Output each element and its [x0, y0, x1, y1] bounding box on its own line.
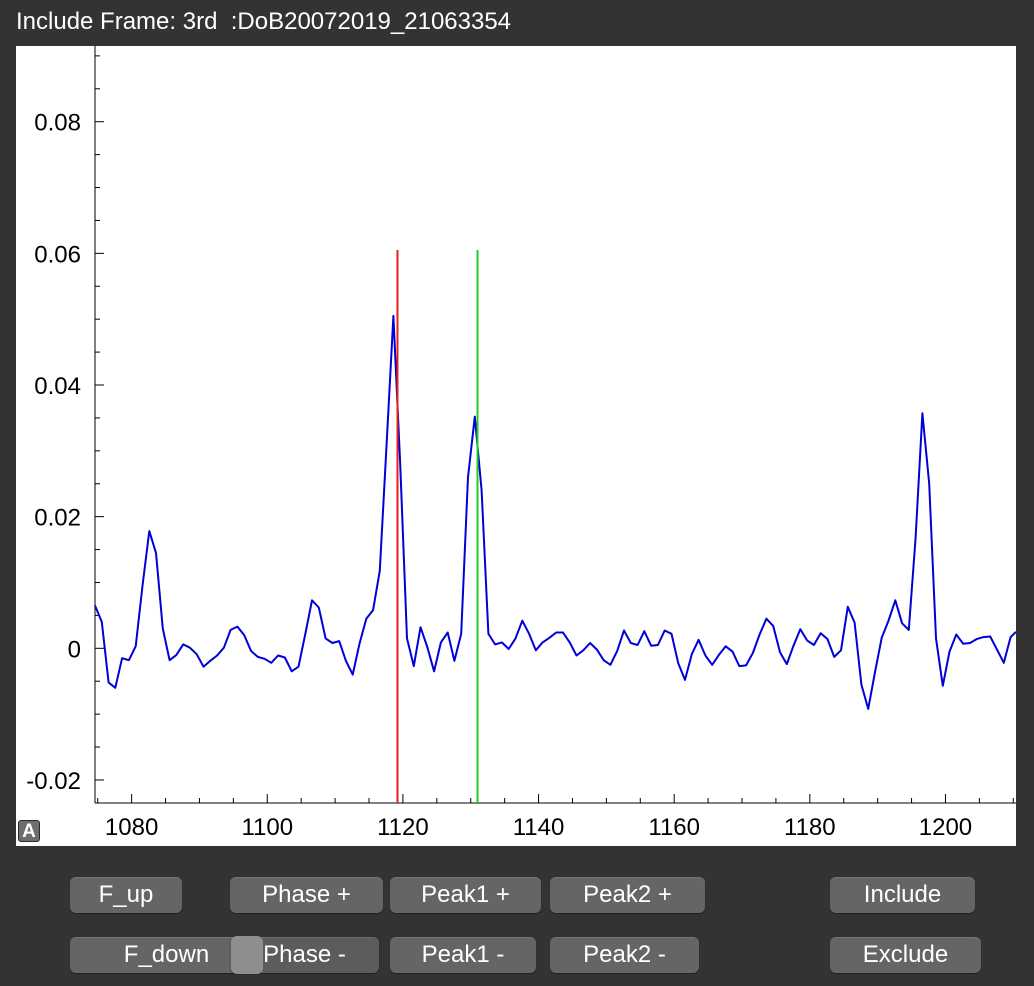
window-title: Include Frame: 3rd :DoB20072019_21063354 [16, 8, 512, 35]
x-tick-label: 1120 [377, 814, 429, 841]
y-tick-label: 0.02 [34, 505, 81, 532]
x-tick-label: 1200 [919, 814, 972, 841]
x-tick-label: 1080 [105, 814, 158, 841]
y-tick-label: 0.08 [34, 110, 81, 137]
y-tick-label: 0.06 [34, 241, 81, 268]
spectrum-plot[interactable]: -0.02 0 0.02 0.04 0.06 0.08 1080 1100 1120 1140 11… [16, 46, 1016, 846]
autoscale-button[interactable]: A [18, 820, 40, 842]
y-tick-label: 0.04 [34, 373, 81, 400]
exclude-button[interactable]: Exclude [830, 937, 981, 973]
peak1-plus-button[interactable]: Peak1 + [390, 877, 541, 913]
x-tick-label: 1100 [241, 814, 293, 841]
plot-canvas: -0.02 0 0.02 0.04 0.06 0.08 1080 1100 1120 1140 11… [26, 46, 1016, 841]
x-tick-label: 1160 [648, 814, 700, 841]
y-tick-label: 0 [68, 636, 81, 663]
drag-handle[interactable] [231, 936, 263, 974]
x-tick-label: 1180 [784, 814, 836, 841]
x-tick-label: 1140 [513, 814, 565, 841]
peak2-plus-button[interactable]: Peak2 + [550, 877, 705, 913]
peak2-minus-button[interactable]: Peak2 - [550, 937, 699, 973]
peak1-minus-button[interactable]: Peak1 - [390, 937, 536, 973]
f-up-button[interactable]: F_up [70, 877, 182, 913]
spectrum-series-line [94, 314, 1016, 710]
y-tick-label: -0.02 [26, 768, 81, 795]
include-button[interactable]: Include [830, 877, 975, 913]
phase-plus-button[interactable]: Phase + [230, 877, 383, 913]
